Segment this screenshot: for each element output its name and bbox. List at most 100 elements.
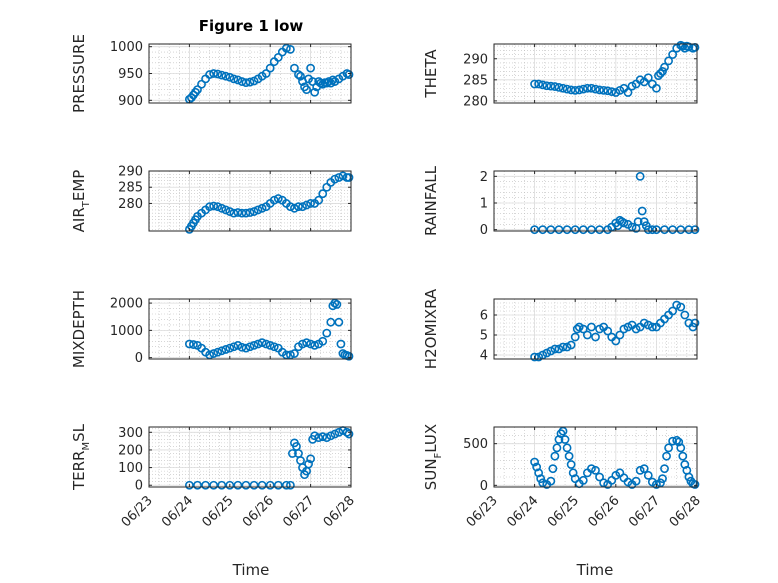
data-point xyxy=(607,87,617,97)
axes-box xyxy=(493,43,698,104)
x-axis-label-left: Time xyxy=(232,561,270,579)
y-tick-label: 300 xyxy=(118,426,143,441)
data-point xyxy=(241,343,251,353)
data-point xyxy=(684,472,694,482)
data-point xyxy=(330,429,340,439)
data-point xyxy=(257,480,267,490)
x-tick-label: 06/27 xyxy=(626,493,663,530)
y-axis-label-main: TERR xyxy=(70,451,88,492)
x-tick-label: 06/23 xyxy=(119,493,156,530)
data-point xyxy=(562,225,572,235)
data-point xyxy=(261,339,271,349)
data-point xyxy=(233,480,243,490)
data-point xyxy=(326,431,336,441)
data-point xyxy=(324,77,334,86)
y-axis-label-subscript: M xyxy=(81,442,92,451)
data-point xyxy=(302,85,311,94)
y-tick-label: 280 xyxy=(118,197,143,212)
data-point xyxy=(308,77,318,86)
data-point xyxy=(530,352,539,362)
data-point xyxy=(229,74,239,84)
data-point xyxy=(538,80,548,90)
data-point xyxy=(233,75,243,85)
data-point xyxy=(668,436,678,446)
y-tick-label: 280 xyxy=(463,94,488,109)
data-point xyxy=(546,476,556,486)
data-point xyxy=(643,73,653,83)
y-axis-label: SUNFLUX xyxy=(422,424,444,490)
x-tick-label: 06/25 xyxy=(545,493,582,530)
data-point xyxy=(690,318,700,328)
data-point xyxy=(257,338,267,348)
y-tick-label: 0 xyxy=(135,479,143,494)
y-axis-label-subscript: F xyxy=(433,452,444,458)
data-point xyxy=(560,435,570,444)
data-point xyxy=(221,205,231,215)
data-point xyxy=(265,480,275,490)
data-point xyxy=(587,322,596,332)
data-point xyxy=(237,342,247,352)
axes-box xyxy=(148,426,352,488)
data-point xyxy=(306,199,315,208)
data-point xyxy=(615,330,625,340)
data-point xyxy=(652,225,661,235)
data-point xyxy=(245,77,255,87)
subplot-5: 0 1000 2000 MIXDEPTH xyxy=(70,290,354,368)
data-point xyxy=(318,189,328,199)
data-point xyxy=(564,451,574,461)
data-point xyxy=(570,332,580,342)
data-point xyxy=(550,82,560,91)
data-point xyxy=(578,84,588,94)
data-point xyxy=(643,225,653,235)
data-point xyxy=(647,322,657,332)
data-point xyxy=(536,474,546,484)
y-axis-label-rest: LUX xyxy=(422,424,440,453)
data-point xyxy=(205,202,214,212)
data-point xyxy=(225,343,235,353)
y-axis-label-rest: EMP xyxy=(70,170,88,201)
data-point xyxy=(684,225,694,235)
data-point xyxy=(566,460,576,469)
y-tick-label: 4 xyxy=(480,349,488,364)
axes-box xyxy=(148,170,352,232)
data-point xyxy=(265,340,275,350)
data-point xyxy=(273,194,283,203)
data-point xyxy=(678,41,688,51)
data-point xyxy=(285,480,295,490)
axes-box xyxy=(493,426,698,488)
data-point xyxy=(656,69,665,78)
data-point xyxy=(233,208,243,217)
y-tick-label: 285 xyxy=(463,73,488,88)
y-axis-label: AIRTEMP xyxy=(70,170,92,233)
data-point xyxy=(336,339,346,349)
data-point xyxy=(662,451,671,461)
y-tick-label: 200 xyxy=(118,443,143,458)
y-tick-label: 950 xyxy=(118,67,143,82)
data-point xyxy=(572,324,582,334)
y-axis-label: MIXDEPTH xyxy=(70,290,88,368)
x-tick-label: 06/28 xyxy=(321,493,358,530)
data-point xyxy=(322,433,332,442)
data-point xyxy=(229,342,239,352)
data-point xyxy=(538,478,548,488)
data-point xyxy=(205,70,214,79)
data-point xyxy=(253,205,263,215)
data-point xyxy=(623,88,633,97)
data-point xyxy=(660,225,669,235)
x-tick-label: 06/23 xyxy=(464,493,501,530)
x-tick-label: 06/28 xyxy=(667,493,704,530)
data-point xyxy=(261,69,271,78)
data-point xyxy=(229,208,239,218)
data-point xyxy=(672,435,682,445)
data-point xyxy=(298,202,307,212)
data-point xyxy=(676,225,686,235)
data-point xyxy=(678,451,688,461)
y-tick-label: 5 xyxy=(480,329,488,344)
data-point xyxy=(591,465,600,475)
data-point xyxy=(217,480,227,490)
data-point xyxy=(314,433,324,442)
y-axis-label-subscript: T xyxy=(81,200,92,208)
data-point xyxy=(306,63,315,73)
data-point xyxy=(209,201,219,211)
